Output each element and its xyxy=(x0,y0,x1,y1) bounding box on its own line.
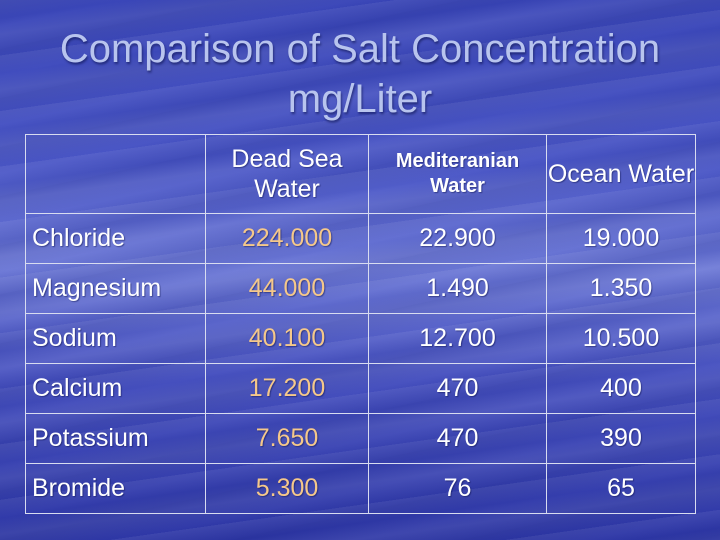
salt-concentration-table: Dead Sea Water Mediteranian Water Ocean … xyxy=(25,134,696,514)
table-header-row: Dead Sea Water Mediteranian Water Ocean … xyxy=(25,134,696,214)
row-label: Potassium xyxy=(25,413,206,464)
ocean-value: 1.350 xyxy=(546,263,696,314)
dead-sea-value: 224.000 xyxy=(205,213,369,264)
ocean-value: 390 xyxy=(546,413,696,464)
dead-sea-value: 44.000 xyxy=(205,263,369,314)
row-label: Calcium xyxy=(25,363,206,414)
row-label: Chloride xyxy=(25,213,206,264)
ocean-value: 400 xyxy=(546,363,696,414)
slide-title-line-1: Comparison of Salt Concentration xyxy=(59,27,661,71)
row-label: Sodium xyxy=(25,313,206,364)
header-dead-sea: Dead Sea Water xyxy=(205,134,369,214)
header-corner-cell xyxy=(25,134,206,214)
dead-sea-value: 40.100 xyxy=(205,313,369,364)
header-ocean: Ocean Water xyxy=(546,134,696,214)
dead-sea-value: 5.300 xyxy=(205,463,369,514)
table-row: Magnesium 44.000 1.490 1.350 xyxy=(25,263,696,314)
header-mediterranean: Mediteranian Water xyxy=(368,134,547,214)
mediterranean-value: 76 xyxy=(368,463,547,514)
mediterranean-value: 470 xyxy=(368,363,547,414)
ocean-value: 10.500 xyxy=(546,313,696,364)
ocean-value: 65 xyxy=(546,463,696,514)
dead-sea-value: 7.650 xyxy=(205,413,369,464)
mediterranean-value: 470 xyxy=(368,413,547,464)
slide-title: Comparison of Salt Concentration mg/Lite… xyxy=(0,24,720,124)
mediterranean-value: 1.490 xyxy=(368,263,547,314)
table-row: Calcium 17.200 470 400 xyxy=(25,363,696,414)
table-row: Bromide 5.300 76 65 xyxy=(25,463,696,514)
table-row: Potassium 7.650 470 390 xyxy=(25,413,696,464)
row-label: Bromide xyxy=(25,463,206,514)
dead-sea-value: 17.200 xyxy=(205,363,369,414)
mediterranean-value: 22.900 xyxy=(368,213,547,264)
mediterranean-value: 12.700 xyxy=(368,313,547,364)
row-label: Magnesium xyxy=(25,263,206,314)
table-row: Chloride 224.000 22.900 19.000 xyxy=(25,213,696,264)
slide-title-line-2: mg/Liter xyxy=(287,77,433,121)
table-row: Sodium 40.100 12.700 10.500 xyxy=(25,313,696,364)
ocean-value: 19.000 xyxy=(546,213,696,264)
